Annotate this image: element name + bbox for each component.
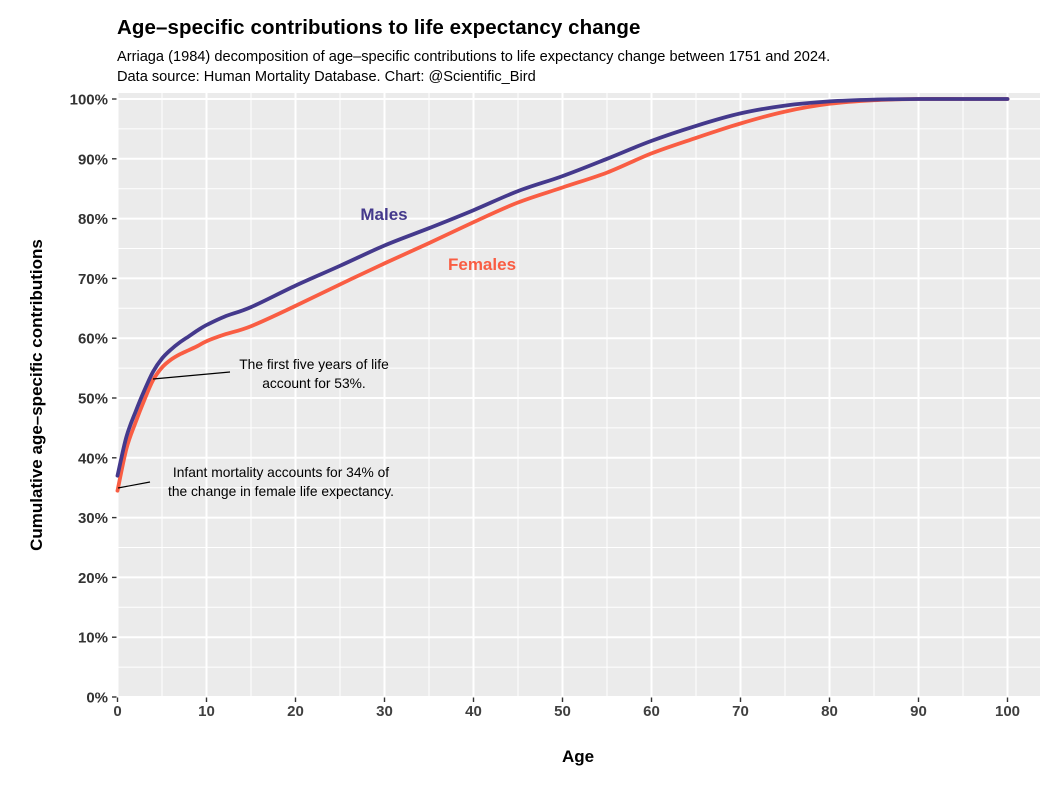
x-tick-label: 0 bbox=[113, 703, 121, 720]
y-tick-label: 50% bbox=[78, 391, 108, 408]
females-line bbox=[115, 97, 1010, 493]
x-tick-label: 40 bbox=[465, 703, 482, 720]
males-series-label: Males bbox=[360, 205, 408, 224]
chart-title: Age–specific contributions to life expec… bbox=[117, 16, 641, 39]
x-tick-label: 80 bbox=[821, 703, 838, 720]
plot-panel-background bbox=[117, 93, 1040, 697]
x-tick-label: 90 bbox=[910, 703, 927, 720]
annotation-leader-line-2 bbox=[117, 481, 151, 489]
x-tick-label: 60 bbox=[643, 703, 660, 720]
males-line bbox=[115, 97, 1010, 478]
chart-subtitle-line2: Data source: Human Mortality Database. C… bbox=[117, 68, 536, 85]
x-tick-label: 20 bbox=[287, 703, 304, 720]
annotation-leader-line-1 bbox=[152, 371, 231, 380]
y-tick-label: 40% bbox=[78, 450, 108, 467]
y-tick-label: 80% bbox=[78, 211, 108, 228]
chart-subtitle: Arriaga (1984) decomposition of age–spec… bbox=[117, 48, 830, 87]
y-tick-label: 0% bbox=[86, 690, 108, 707]
y-tick-label: 70% bbox=[78, 271, 108, 288]
y-axis-title: Cumulative age–specific contributions bbox=[27, 239, 46, 551]
annotation-infant-mortality: Infant mortality accounts for 34% of the… bbox=[168, 465, 394, 499]
y-tick-label: 10% bbox=[78, 630, 108, 647]
y-tick-label: 30% bbox=[78, 510, 108, 527]
x-tick-label: 10 bbox=[198, 703, 215, 720]
annotation-first-five-years: The first five years of life account for… bbox=[239, 357, 389, 391]
y-tick-label: 100% bbox=[70, 92, 108, 109]
x-axis-title: Age bbox=[561, 747, 595, 766]
x-tick-label: 50 bbox=[554, 703, 571, 720]
x-tick-label: 30 bbox=[376, 703, 393, 720]
x-tick-label: 70 bbox=[732, 703, 749, 720]
y-tick-label: 90% bbox=[78, 151, 108, 168]
y-tick-label: 60% bbox=[78, 331, 108, 348]
females-series-label: Females bbox=[447, 255, 517, 274]
y-tick-label: 20% bbox=[78, 570, 108, 587]
chart-subtitle-line1: Arriaga (1984) decomposition of age–spec… bbox=[117, 49, 831, 65]
x-tick-label: 100 bbox=[995, 703, 1020, 720]
